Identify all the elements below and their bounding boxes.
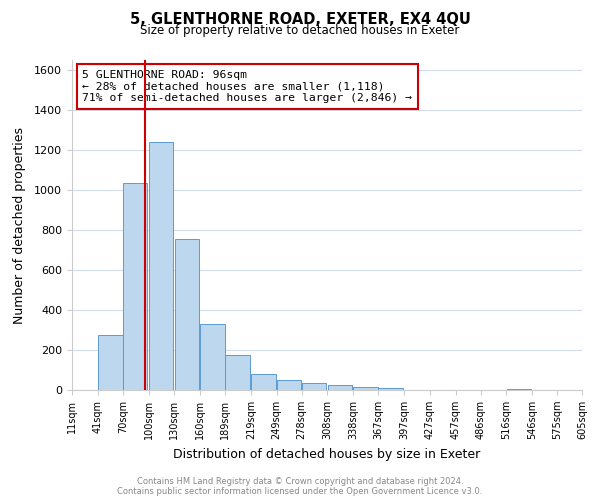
Bar [353,387,378,390]
Y-axis label: Number of detached properties: Number of detached properties [13,126,26,324]
Bar [98,335,122,390]
Bar [175,239,199,390]
X-axis label: Distribution of detached houses by size in Exeter: Distribution of detached houses by size … [173,448,481,460]
Bar [251,374,275,390]
Text: Contains HM Land Registry data © Crown copyright and database right 2024.
Contai: Contains HM Land Registry data © Crown c… [118,476,482,496]
Bar [123,183,148,390]
Text: 5 GLENTHORNE ROAD: 96sqm
← 28% of detached houses are smaller (1,118)
71% of sem: 5 GLENTHORNE ROAD: 96sqm ← 28% of detach… [82,70,412,103]
Bar [302,383,326,390]
Text: Size of property relative to detached houses in Exeter: Size of property relative to detached ho… [140,24,460,37]
Bar [328,385,352,390]
Bar [226,355,250,390]
Bar [200,324,225,390]
Bar [149,142,173,390]
Bar [506,389,531,390]
Text: 5, GLENTHORNE ROAD, EXETER, EX4 4QU: 5, GLENTHORNE ROAD, EXETER, EX4 4QU [130,12,470,28]
Bar [379,388,403,390]
Bar [277,380,301,390]
